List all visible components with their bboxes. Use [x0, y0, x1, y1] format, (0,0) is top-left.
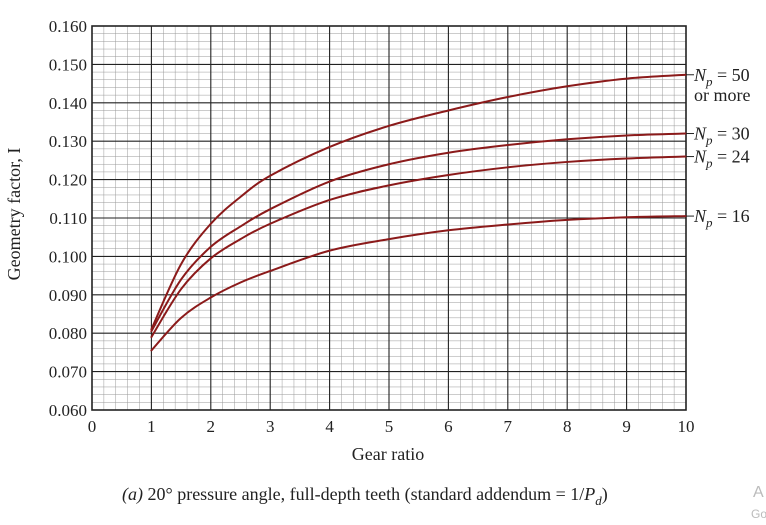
y-tick-label: 0.060	[49, 401, 87, 420]
series-label-extra: or more	[694, 85, 750, 105]
y-tick-label: 0.150	[49, 55, 87, 74]
series-line	[150, 155, 687, 339]
y-tick-label: 0.100	[49, 247, 87, 266]
y-tick-label: 0.080	[49, 324, 87, 343]
x-axis-label: Gear ratio	[352, 444, 424, 464]
x-tick-label: 9	[622, 417, 631, 436]
caption-var: P	[583, 484, 595, 504]
watermark-line-2: Go	[751, 507, 766, 521]
series-label-sub: p	[705, 156, 713, 171]
series-label-var: N	[693, 65, 707, 85]
series-label: Np = 24	[693, 147, 750, 171]
series-label-var: N	[693, 147, 707, 167]
x-tick-label: 5	[385, 417, 394, 436]
series-line	[150, 215, 687, 352]
x-tick-label: 0	[88, 417, 97, 436]
series-label-value: = 24	[713, 147, 750, 167]
x-tick-labels: 0 1 2 3 4 5 6 7 8 9 10	[88, 417, 695, 436]
series-label-sub: p	[705, 133, 713, 148]
y-tick-label: 0.140	[49, 94, 87, 113]
plot-frame	[91, 25, 687, 411]
series-label-sub: p	[705, 215, 713, 230]
y-axis-label: Geometry factor, I	[4, 148, 24, 281]
series-line	[150, 73, 687, 331]
series-label-value: = 50	[713, 65, 750, 85]
x-tick-label: 3	[266, 417, 275, 436]
y-tick-label: 0.160	[49, 17, 87, 36]
caption-sub: d	[595, 493, 602, 508]
series-label-var: N	[693, 124, 707, 144]
series-label: Np = 30	[693, 124, 750, 148]
x-tick-label: 7	[504, 417, 513, 436]
y-tick-label: 0.130	[49, 132, 87, 151]
y-tick-label: 0.120	[49, 171, 87, 190]
caption-prefix: (a)	[122, 484, 143, 505]
series-label: Np = 16	[693, 206, 750, 230]
series-label: Np = 50	[693, 65, 750, 89]
x-tick-label: 2	[207, 417, 216, 436]
series-lines	[150, 73, 687, 352]
series-label-value: = 16	[713, 206, 750, 226]
caption-suffix: )	[602, 484, 608, 505]
x-tick-label: 6	[444, 417, 453, 436]
series-label-value: = 30	[713, 124, 750, 144]
caption-text: 20° pressure angle, full-depth teeth (st…	[143, 484, 584, 505]
x-tick-label: 4	[325, 417, 334, 436]
series-label-var: N	[693, 206, 707, 226]
chart-caption: (a) 20° pressure angle, full-depth teeth…	[122, 484, 608, 508]
y-tick-labels: 0.060 0.070 0.080 0.090 0.100 0.110 0.120 0.130…	[49, 17, 87, 420]
y-tick-label: 0.110	[49, 209, 87, 228]
series-line	[150, 132, 687, 333]
y-tick-label: 0.070	[49, 363, 87, 382]
series-label-sub: p	[705, 74, 713, 89]
x-tick-label: 8	[563, 417, 572, 436]
x-tick-label: 1	[147, 417, 156, 436]
watermark-line-1: A	[753, 484, 764, 501]
y-tick-label: 0.090	[49, 286, 87, 305]
x-tick-label: 10	[678, 417, 695, 436]
